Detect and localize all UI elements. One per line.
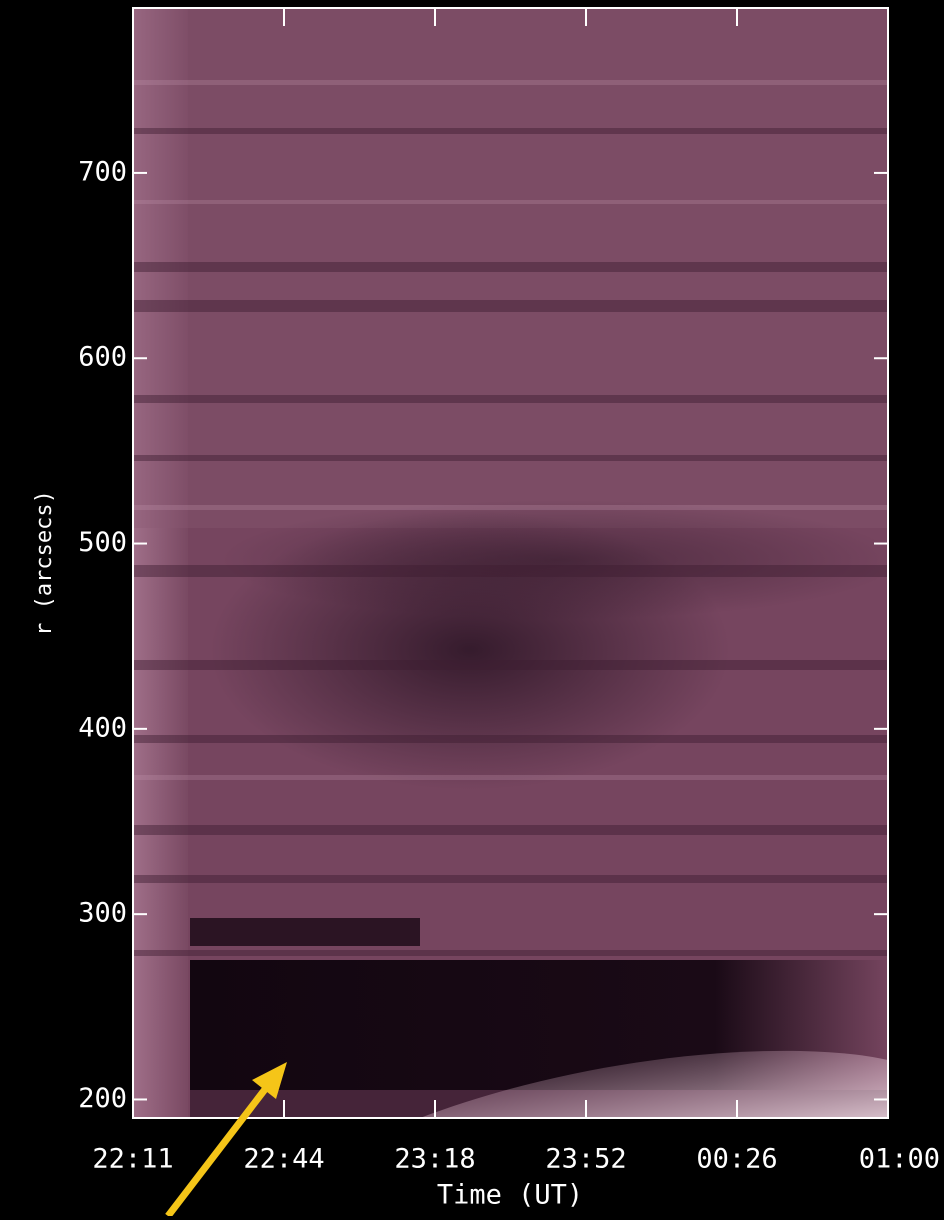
y-tick-label: 400 xyxy=(78,712,127,743)
x-tick-label: 23:18 xyxy=(394,1144,475,1175)
y-tick-label: 200 xyxy=(78,1083,127,1114)
heatmap-image xyxy=(133,8,900,1120)
y-tick-label: 300 xyxy=(78,898,127,929)
x-axis-label: Time (UT) xyxy=(437,1180,583,1211)
page: r (arcsecs) Time (UT) 200 300 400 500 600 700… xyxy=(0,0,944,1216)
x-tick-label: 22:44 xyxy=(243,1144,324,1175)
x-tick-label: 00:26 xyxy=(696,1144,777,1175)
chart: r (arcsecs) Time (UT) 200 300 400 500 600 700… xyxy=(0,0,944,1216)
y-tick-label: 600 xyxy=(78,342,127,373)
y-axis-label: r (arcsecs) xyxy=(32,490,57,636)
x-tick-label: 23:52 xyxy=(545,1144,626,1175)
x-tick-label: 01:00 xyxy=(859,1144,940,1175)
x-tick-label: 22:11 xyxy=(92,1144,173,1175)
y-tick-label: 700 xyxy=(78,156,127,187)
y-tick-label: 500 xyxy=(78,527,127,558)
